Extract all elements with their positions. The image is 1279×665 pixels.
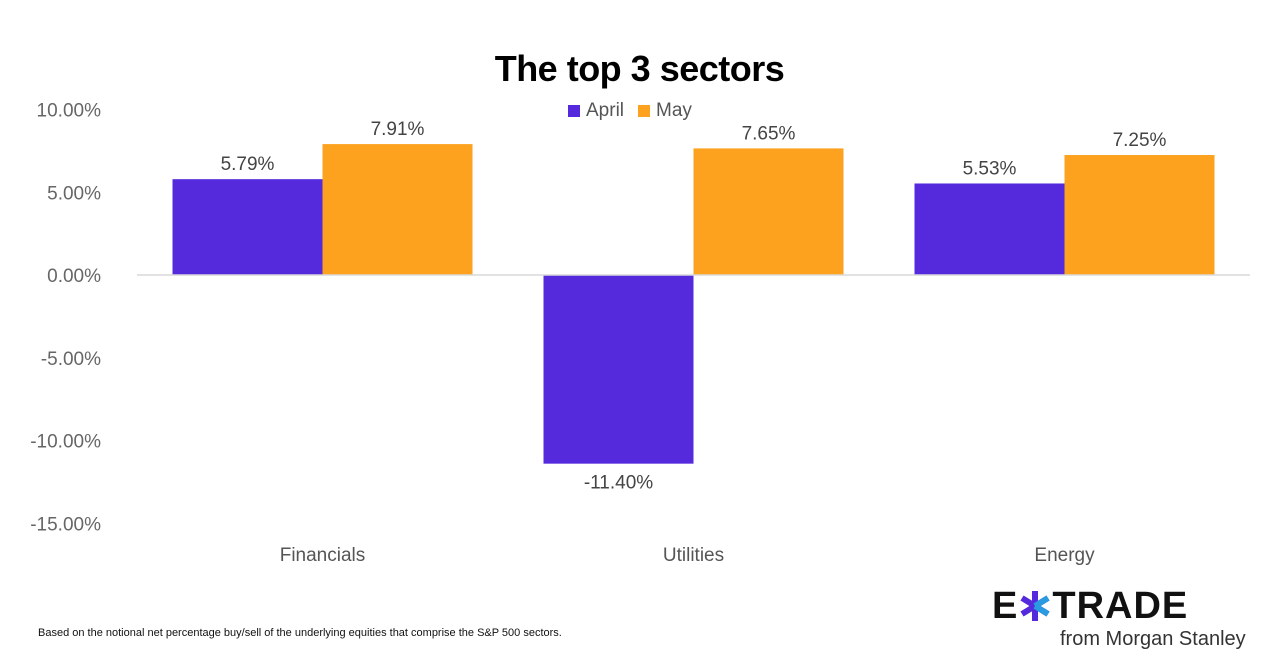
- bar-april-utilities: [543, 275, 694, 464]
- data-label: 7.25%: [1113, 130, 1167, 151]
- bar-may-financials: [322, 144, 473, 275]
- bar-may-utilities: [693, 148, 844, 275]
- legend-label-may: May: [656, 100, 692, 121]
- legend: April May: [568, 100, 692, 122]
- bar-may-energy: [1064, 155, 1215, 275]
- y-tick-label: 0.00%: [47, 266, 101, 287]
- data-label: 7.91%: [371, 119, 425, 140]
- x-tick-label: Energy: [1034, 545, 1095, 566]
- legend-item-april: April: [568, 100, 624, 122]
- y-tick-label: -15.00%: [30, 514, 101, 535]
- data-label: 5.79%: [221, 154, 275, 175]
- x-tick-label: Financials: [280, 545, 366, 566]
- bar-april-financials: [172, 179, 323, 275]
- bar-april-energy: [914, 183, 1065, 275]
- y-tick-label: -5.00%: [41, 349, 101, 370]
- asterisk-icon: [1020, 591, 1050, 621]
- data-label: 5.53%: [963, 158, 1017, 179]
- etrade-logo: E TRADE from Morgan Stanley: [992, 586, 1252, 651]
- y-tick-label: 5.00%: [47, 183, 101, 204]
- legend-swatch-may: [638, 104, 651, 117]
- logo-brand: E TRADE: [992, 585, 1189, 627]
- y-tick-label: 10.00%: [37, 101, 102, 122]
- chart-title: The top 3 sectors: [494, 48, 785, 89]
- legend-item-may: May: [638, 100, 692, 122]
- x-tick-label: Utilities: [663, 545, 724, 566]
- footnote: Based on the notional net percentage buy…: [38, 627, 562, 639]
- data-label: 7.65%: [742, 123, 796, 144]
- legend-label-april: April: [586, 100, 625, 121]
- logo-subtitle: from Morgan Stanley: [1060, 628, 1246, 650]
- y-tick-label: -10.00%: [30, 432, 101, 453]
- legend-swatch-april: [568, 104, 580, 117]
- data-label: -11.40%: [584, 473, 653, 494]
